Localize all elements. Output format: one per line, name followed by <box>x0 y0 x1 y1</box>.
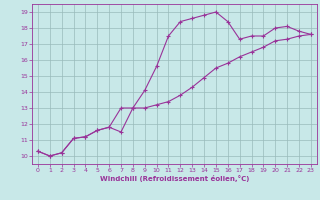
X-axis label: Windchill (Refroidissement éolien,°C): Windchill (Refroidissement éolien,°C) <box>100 175 249 182</box>
